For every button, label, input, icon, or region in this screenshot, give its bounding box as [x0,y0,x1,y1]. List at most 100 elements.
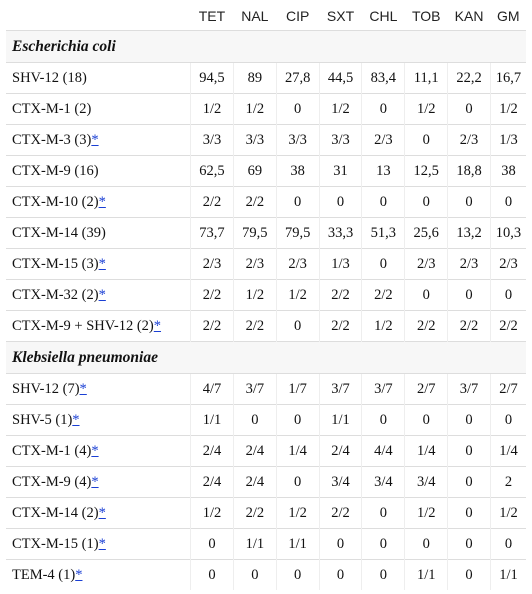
resistance-table: TET NAL CIP SXT CHL TOB KAN GM Escherich… [6,2,526,590]
value-cell: 2/3 [190,248,234,280]
table-row: CTX-M-32 (2)* 2/2 1/2 1/2 2/2 2/2 0 0 0 [6,279,526,311]
footnote-link[interactable]: * [79,380,87,397]
value-cell: 1/1 [232,528,277,560]
value-cell: 38 [275,155,320,187]
value-cell: 13,2 [447,217,491,249]
value-cell: 2 [489,466,526,498]
value-cell: 0 [447,279,491,311]
section-row: Escherichia coli [6,30,526,63]
value-cell: 0 [232,559,277,590]
value-cell: 79,5 [232,217,277,249]
strain-label: SHV-12 (7) [12,380,80,397]
value-cell: 1/2 [318,93,362,125]
value-cell: 2/2 [190,186,234,218]
strain-cell: SHV-5 (1)* [6,404,191,436]
strain-cell: TEM-4 (1)* [6,559,191,590]
strain-cell: CTX-M-14 (39) [6,217,191,249]
value-cell: 2/2 [318,497,362,529]
value-cell: 3/3 [232,124,277,156]
value-cell: 18,8 [447,155,491,187]
value-cell: 51,3 [361,217,405,249]
value-cell: 1/1 [190,404,234,436]
footnote-link[interactable]: * [98,255,106,272]
value-cell: 2/3 [447,248,491,280]
value-cell: 62,5 [190,155,234,187]
footnote-link[interactable]: * [72,411,80,428]
value-cell: 1/3 [489,124,526,156]
strain-label: CTX-M-1 (4) [12,442,92,459]
strain-label: CTX-M-14 (2) [12,504,99,521]
table-row: SHV-5 (1)* 1/1 0 0 1/1 0 0 0 0 [6,404,526,436]
value-cell: 0 [361,497,405,529]
value-cell: 0 [489,279,526,311]
value-cell: 2/4 [232,466,277,498]
footnote-link[interactable]: * [91,442,99,459]
value-cell: 0 [489,528,526,560]
column-header: TET [190,2,234,31]
value-cell: 0 [318,559,362,590]
value-cell: 1/1 [275,528,320,560]
table-row: SHV-12 (7)* 4/7 3/7 1/7 3/7 3/7 2/7 3/7 2/7 [6,373,526,405]
footnote-link[interactable]: * [91,473,99,490]
value-cell: 1/2 [275,497,320,529]
value-cell: 0 [447,186,491,218]
strain-cell: CTX-M-1 (2) [6,93,191,125]
value-cell: 0 [489,186,526,218]
value-cell: 1/4 [404,435,448,467]
footnote-link[interactable]: * [75,566,83,583]
footnote-link[interactable]: * [91,131,99,148]
table-row: CTX-M-9 (16) 62,5 69 38 31 13 12,5 18,8 38 [6,155,526,187]
value-cell: 1/2 [232,279,277,311]
strain-cell: CTX-M-9 (16) [6,155,191,187]
value-cell: 2/2 [489,310,526,342]
footnote-link[interactable]: * [153,317,162,334]
value-cell: 0 [447,559,491,590]
table-row: CTX-M-14 (2)* 1/2 2/2 1/2 2/2 0 1/2 0 1/2 [6,497,526,529]
value-cell: 3/7 [232,373,277,405]
value-cell: 4/7 [190,373,234,405]
footnote-link[interactable]: * [98,193,106,210]
value-cell: 3/3 [275,124,320,156]
value-cell: 2/2 [447,310,491,342]
footnote-link[interactable]: * [98,504,106,521]
strain-cell: CTX-M-14 (2)* [6,497,191,529]
strain-label: SHV-5 (1) [12,411,73,428]
section-title: Escherichia coli [6,30,526,63]
value-cell: 3/3 [190,124,234,156]
value-cell: 1/2 [489,497,526,529]
strain-cell: CTX-M-15 (1)* [6,528,191,560]
value-cell: 0 [275,404,320,436]
strain-cell: CTX-M-9 + SHV-12 (2)* [6,310,191,342]
footnote-link[interactable]: * [98,286,106,303]
value-cell: 83,4 [361,62,405,94]
value-cell: 0 [489,404,526,436]
value-cell: 0 [447,528,491,560]
strain-label: CTX-M-14 (39) [12,224,106,241]
value-cell: 1/1 [404,559,448,590]
value-cell: 0 [190,559,234,590]
value-cell: 2/3 [489,248,526,280]
strain-label: CTX-M-15 (1) [12,535,99,552]
value-cell: 0 [275,186,320,218]
strain-cell: CTX-M-15 (3)* [6,248,191,280]
value-cell: 1/4 [275,435,320,467]
strain-cell: SHV-12 (18) [6,62,191,94]
value-cell: 38 [489,155,526,187]
footnote-link[interactable]: * [98,535,106,552]
column-header: TOB [404,2,448,31]
value-cell: 3/4 [361,466,405,498]
value-cell: 13 [361,155,405,187]
value-cell: 73,7 [190,217,234,249]
value-cell: 1/2 [190,93,234,125]
value-cell: 1/2 [275,279,320,311]
value-cell: 0 [275,93,320,125]
value-cell: 0 [275,559,320,590]
value-cell: 2/2 [318,279,362,311]
value-cell: 1/4 [489,435,526,467]
value-cell: 0 [361,93,405,125]
value-cell: 27,8 [275,62,320,94]
value-cell: 1/7 [275,373,320,405]
value-cell: 1/2 [190,497,234,529]
value-cell: 0 [361,559,405,590]
